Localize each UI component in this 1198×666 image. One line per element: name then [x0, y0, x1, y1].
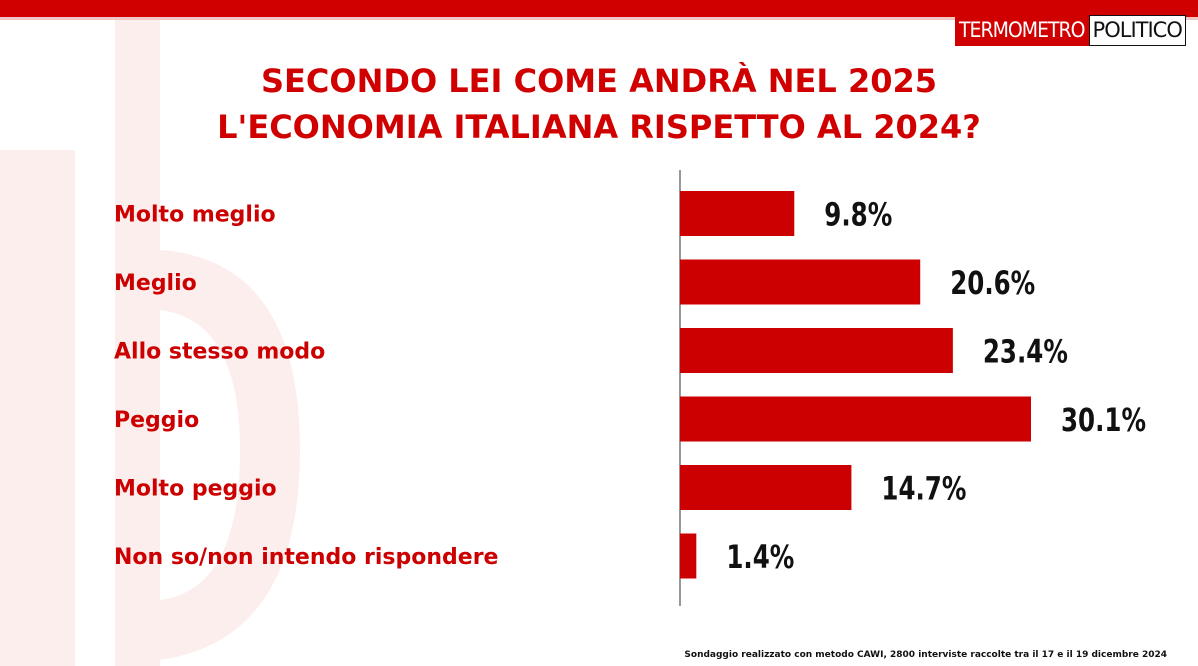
category-label: Peggio	[114, 408, 199, 433]
bar	[680, 396, 1031, 442]
value-label: 1.4%	[726, 538, 794, 576]
bar	[680, 191, 795, 236]
category-label: Non so/non intendo rispondere	[114, 545, 498, 570]
bar	[680, 533, 697, 579]
bar	[680, 259, 921, 305]
title-line-1: SECONDO LEI COME ANDRÀ NEL 2025	[261, 62, 937, 100]
title-line-2: L'ECONOMIA ITALIANA RISPETTO AL 2024?	[217, 108, 981, 146]
termometro-politico-logo: TERMOMETRO POLITICO	[955, 15, 1186, 46]
category-label: Molto meglio	[114, 203, 276, 228]
bar	[680, 328, 953, 373]
value-label: 14.7%	[881, 470, 966, 508]
value-label: 23.4%	[983, 333, 1068, 371]
value-label: 20.6%	[950, 264, 1035, 302]
value-label: 30.1%	[1061, 401, 1146, 439]
category-label: Allo stesso modo	[114, 340, 325, 365]
logo-red-part: TERMOMETRO	[955, 15, 1089, 46]
top-accent-line	[0, 17, 1198, 20]
chart-title: SECONDO LEI COME ANDRÀ NEL 2025 L'ECONOM…	[0, 58, 1198, 150]
category-label: Molto peggio	[114, 477, 277, 502]
value-label: 9.8%	[824, 196, 892, 234]
bar	[680, 465, 852, 510]
logo-white-part: POLITICO	[1088, 15, 1186, 46]
category-label: Meglio	[114, 271, 197, 296]
survey-footnote: Sondaggio realizzato con metodo CAWI, 28…	[684, 650, 1167, 660]
top-accent-bar	[0, 0, 1198, 17]
